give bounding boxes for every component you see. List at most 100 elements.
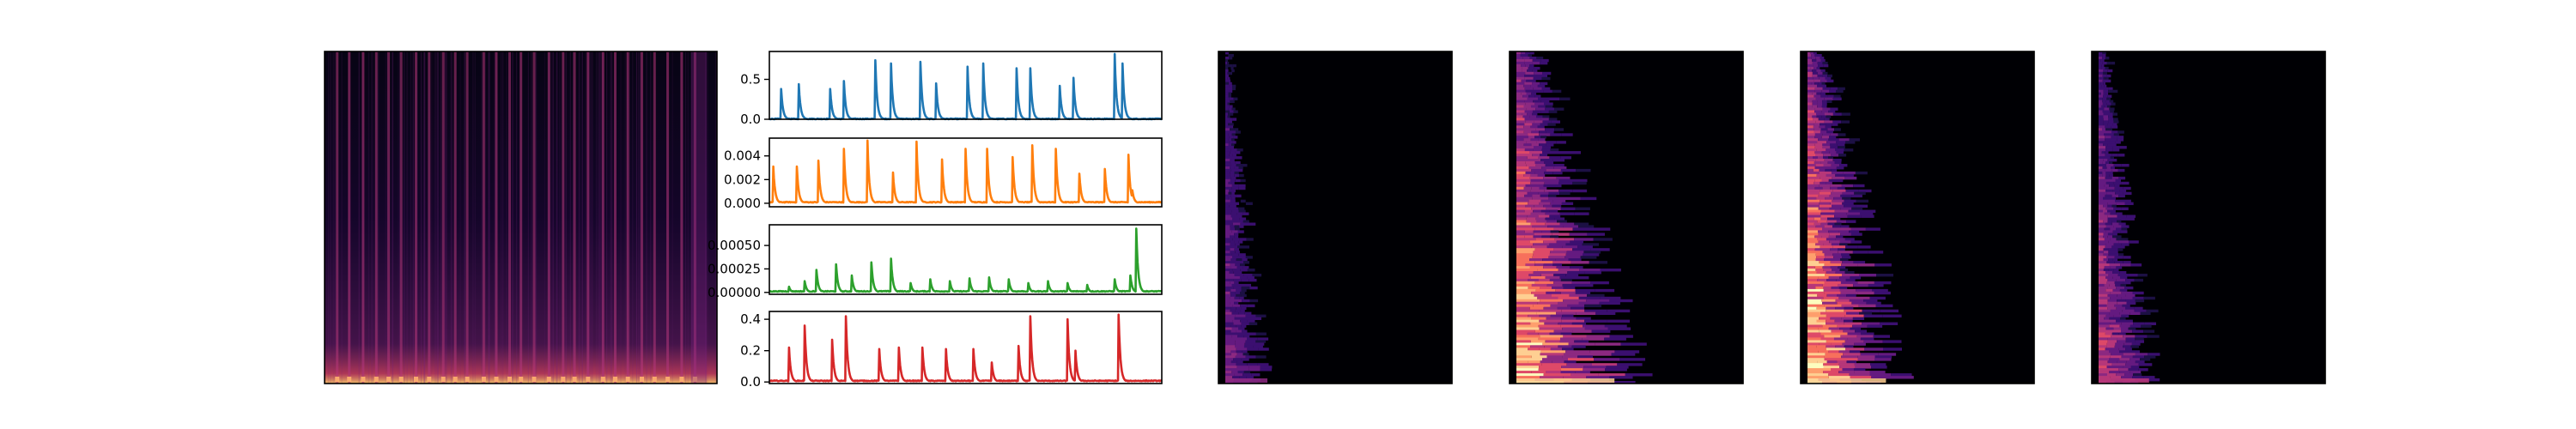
heatmap-cell	[2108, 87, 2113, 91]
heatmap-cell	[1814, 133, 1823, 136]
heatmap-cell	[1516, 340, 1531, 343]
heatmap-cell	[2102, 54, 2106, 57]
heatmap-cell	[1820, 171, 1832, 175]
heatmap-cell	[1231, 184, 1239, 188]
spectrogram-texture-line	[556, 51, 558, 384]
heatmap-cell	[1528, 94, 1535, 98]
heatmap-cell	[2118, 222, 2126, 226]
spectrogram-onset-column	[614, 51, 617, 384]
heatmap-cell	[1533, 87, 1542, 91]
heatmap-cell	[1230, 125, 1234, 129]
heatmap-cell	[2099, 278, 2108, 282]
heatmap-cell	[1242, 329, 1248, 333]
heatmap-cell	[1521, 79, 1527, 83]
heatmap-cell	[2123, 353, 2136, 356]
heatmap-cell	[1229, 136, 1234, 139]
heatmap-cell	[2107, 196, 2111, 201]
heatmap-cell	[1847, 337, 1861, 341]
heatmap-cell	[1225, 61, 1228, 65]
heatmap-cell	[1230, 251, 1236, 254]
heatmap-cell	[2099, 143, 2104, 147]
heatmap-cell	[1531, 186, 1540, 190]
heatmap-cell	[1526, 79, 1531, 83]
heatmap-cell	[2099, 220, 2104, 223]
heatmap-cell	[1225, 324, 1231, 328]
heatmap-cell	[1230, 240, 1235, 244]
heatmap-cell	[2107, 202, 2117, 205]
heatmap-cell	[1522, 136, 1528, 139]
heatmap-cell	[1823, 243, 1832, 246]
heatmap-cell	[1516, 51, 1522, 55]
heatmap-cell	[1807, 342, 1820, 346]
heatmap-cell	[1530, 222, 1546, 226]
heatmap-cell	[1588, 353, 1612, 356]
heatmap-cell	[1807, 173, 1817, 178]
heatmap-cell	[1826, 345, 1836, 348]
heatmap-cell	[1245, 314, 1256, 317]
heatmap-cell	[1234, 281, 1239, 285]
heatmap-cell	[1229, 271, 1234, 275]
heatmap-cell	[1821, 299, 1836, 303]
heatmap-cell	[1225, 71, 1228, 76]
heatmap-cell	[1542, 342, 1569, 346]
heatmap-cell	[2104, 238, 2111, 241]
heatmap-cell	[1225, 322, 1234, 325]
heatmap-cell	[2103, 159, 2108, 162]
heatmap-cell	[1817, 102, 1822, 106]
heatmap-cell	[1584, 319, 1607, 323]
heatmap-cell	[2118, 253, 2124, 257]
spectrogram-onset-column	[465, 51, 469, 384]
heatmap-cell	[1590, 281, 1609, 285]
heatmap-cell	[2113, 327, 2122, 330]
heatmap-cell	[1225, 245, 1231, 249]
heatmap-cell	[2125, 278, 2135, 282]
heatmap-cell	[1540, 274, 1554, 277]
heatmap-cell	[1549, 253, 1566, 257]
heatmap-cell	[1532, 118, 1541, 121]
heatmap-cell	[1807, 243, 1816, 246]
heatmap-cell	[2099, 166, 2103, 170]
heatmap-cell	[1528, 278, 1539, 282]
spectrogram-onset-column	[441, 51, 445, 384]
heatmap-cell	[2099, 102, 2103, 106]
heatmap-cell	[1880, 322, 1899, 325]
heatmap-cell	[1856, 335, 1874, 338]
heatmap-cell	[2099, 69, 2104, 73]
heatmap-cell	[1576, 168, 1591, 172]
heatmap-cell	[1826, 181, 1832, 185]
heatmap-cell	[1824, 358, 1841, 361]
heatmap-cell	[1516, 230, 1525, 233]
heatmap-cell	[1240, 309, 1245, 313]
heatmap-cell	[1232, 154, 1236, 157]
heatmap-cell	[1556, 141, 1566, 144]
heatmap-cell	[2107, 123, 2113, 126]
heatmap-cell	[1540, 154, 1548, 157]
heatmap-cell	[1807, 176, 1820, 180]
heatmap-cell	[1816, 319, 1826, 323]
heatmap-cell	[1556, 176, 1571, 180]
heatmap-cell	[2099, 89, 2104, 94]
heatmap-cell	[1818, 207, 1830, 210]
heatmap-cell	[2109, 107, 2115, 111]
spectrogram-onset-low-band	[692, 377, 697, 382]
spectrogram-texture-line	[435, 51, 437, 384]
heatmap-cell	[1821, 89, 1829, 94]
heatmap-cell	[2128, 327, 2136, 330]
heatmap-cell	[2112, 89, 2118, 94]
heatmap-cell	[1533, 253, 1550, 257]
heatmap-cell	[2119, 324, 2130, 328]
spectrogram-onset-column	[336, 51, 339, 384]
heatmap-cell	[1821, 84, 1826, 88]
heatmap-cell	[1844, 199, 1856, 203]
heatmap-cell	[1807, 151, 1815, 154]
heatmap-cell	[1228, 92, 1231, 95]
heatmap-cell	[1524, 54, 1528, 57]
heatmap-cell	[1516, 274, 1529, 277]
heatmap-cell	[1571, 322, 1587, 325]
heatmap-cell	[1807, 240, 1819, 244]
heatmap-cell	[1516, 118, 1525, 121]
heatmap-cell	[2099, 94, 2104, 98]
heatmap-cell	[1807, 345, 1817, 348]
heatmap-cell	[1516, 128, 1526, 131]
heatmap-cell	[1227, 61, 1230, 65]
